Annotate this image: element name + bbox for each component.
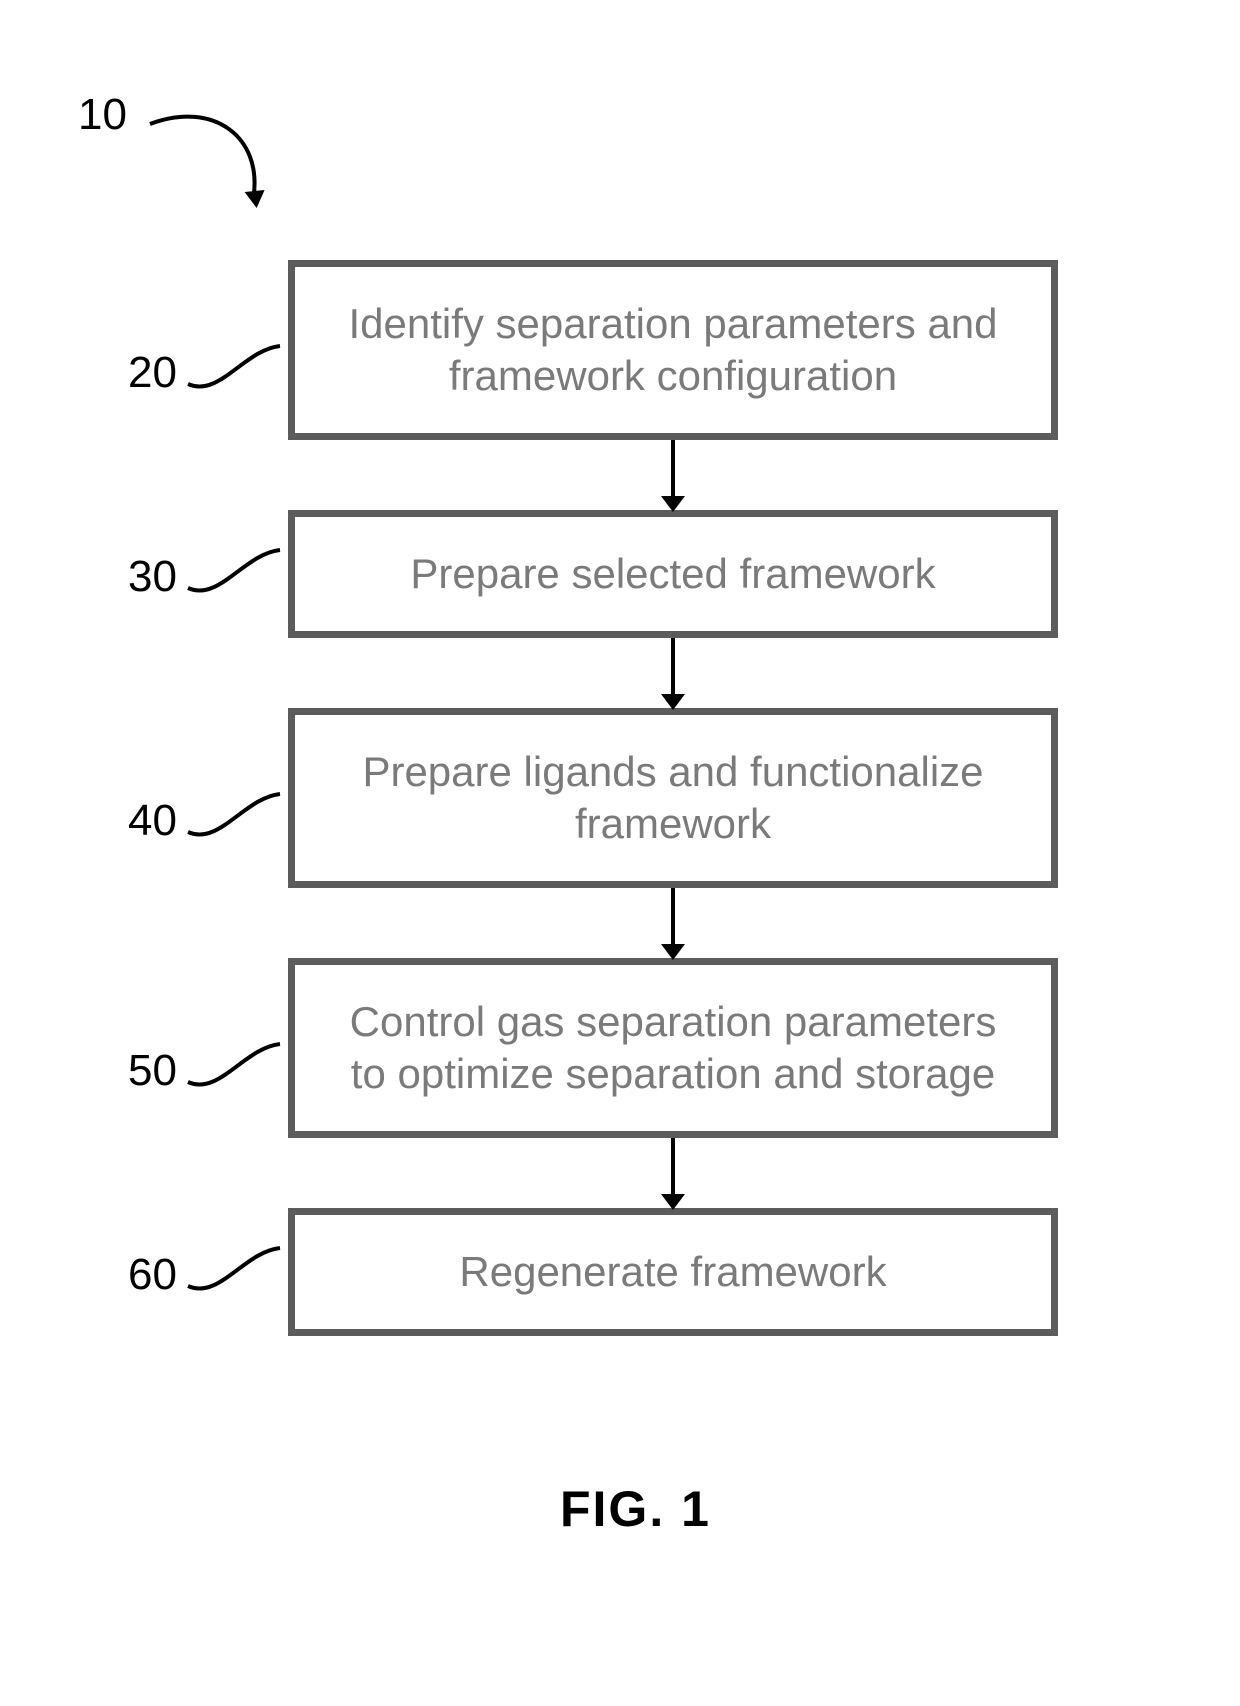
flowchart-step-20: Identify separation parameters and frame… <box>288 260 1058 440</box>
flowchart-step-40: Prepare ligands and functionalize framew… <box>288 708 1058 888</box>
flowchart-canvas: 10 Identify separation parameters and fra… <box>0 0 1240 1706</box>
arrow-40-to-50 <box>671 888 675 946</box>
step-label-40: 40 <box>128 796 177 846</box>
step-leader-20 <box>184 340 284 390</box>
step-leader-50 <box>184 1038 284 1088</box>
step-leader-60 <box>184 1242 284 1292</box>
flowchart-step-60: Regenerate framework <box>288 1208 1058 1336</box>
diagram-leader-arrow <box>148 106 268 210</box>
step-leader-30 <box>184 544 284 594</box>
arrow-20-to-30 <box>671 440 675 498</box>
step-label-20: 20 <box>128 348 177 398</box>
arrow-head-40-to-50 <box>661 944 685 960</box>
arrow-head-50-to-60 <box>661 1194 685 1210</box>
arrow-50-to-60 <box>671 1138 675 1196</box>
arrow-head-20-to-30 <box>661 496 685 512</box>
figure-title: FIG. 1 <box>560 1480 711 1538</box>
arrow-head-30-to-40 <box>661 694 685 710</box>
arrow-30-to-40 <box>671 638 675 696</box>
step-leader-40 <box>184 788 284 838</box>
step-label-30: 30 <box>128 552 177 602</box>
step-label-50: 50 <box>128 1046 177 1096</box>
diagram-reference-label: 10 <box>78 90 127 140</box>
step-label-60: 60 <box>128 1250 177 1300</box>
flowchart-step-30: Prepare selected framework <box>288 510 1058 638</box>
flowchart-step-50: Control gas separation parameters to opt… <box>288 958 1058 1138</box>
